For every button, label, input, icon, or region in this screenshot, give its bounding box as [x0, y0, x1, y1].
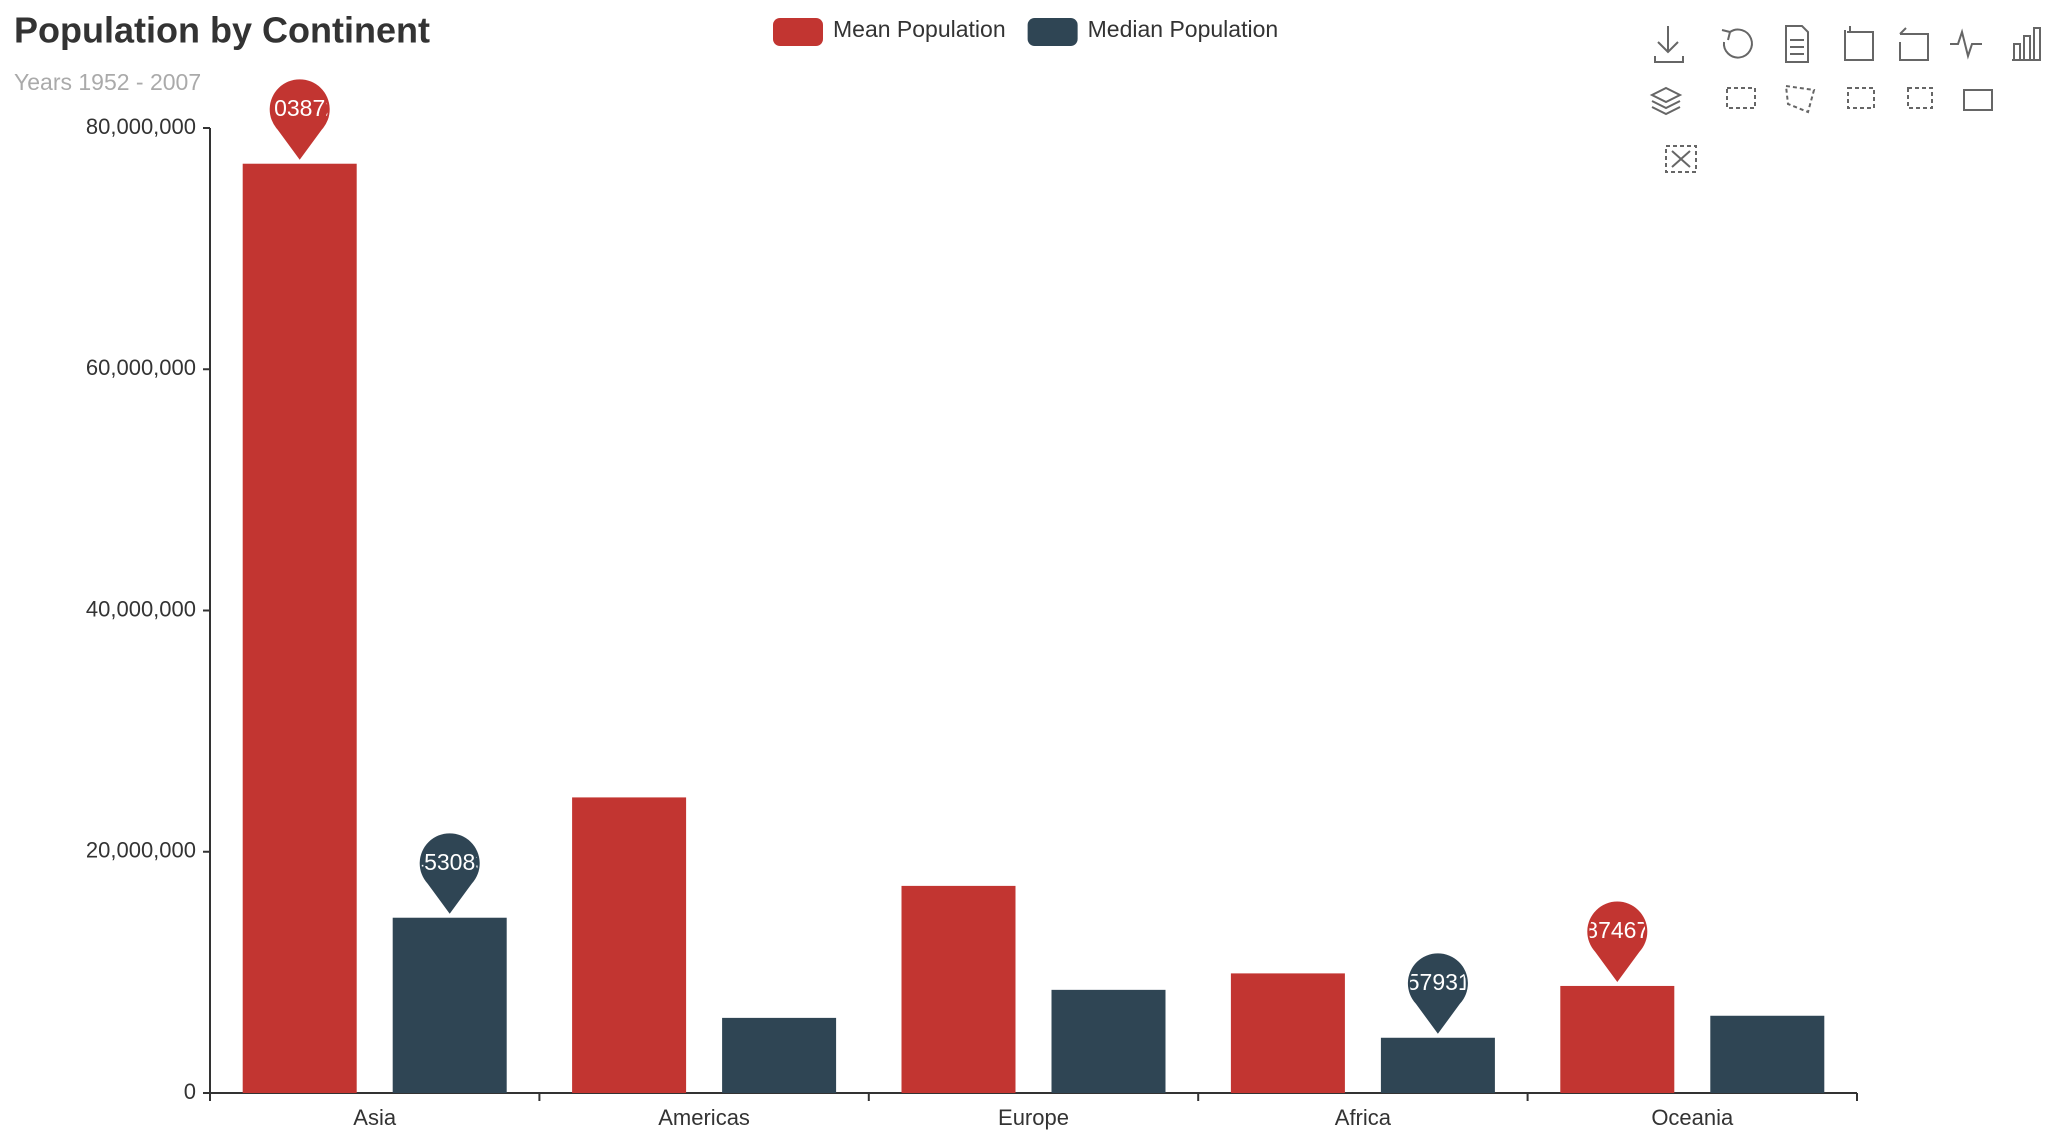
tool-zoom-back[interactable]	[1899, 27, 1929, 61]
bar	[1560, 985, 1675, 1093]
chart-subtitle: Years 1952 - 2007	[14, 69, 201, 95]
y-tick-label: 20,000,000	[86, 838, 196, 863]
x-tick-label: Oceania	[1651, 1105, 1734, 1130]
bar	[1710, 1015, 1825, 1093]
bar	[1230, 973, 1345, 1093]
tool-bar[interactable]	[2012, 27, 2041, 61]
mark-point-label: 14530830	[399, 849, 501, 875]
x-tick-label: Africa	[1335, 1105, 1392, 1130]
bar	[901, 885, 1016, 1093]
x-tick-label: Europe	[998, 1105, 1069, 1130]
bar	[722, 1017, 837, 1093]
mark-point	[419, 833, 480, 914]
tool-stack[interactable]	[1649, 86, 1683, 116]
y-tick-label: 0	[184, 1079, 196, 1104]
legend-label: Mean Population	[833, 16, 1006, 42]
bar	[392, 917, 507, 1093]
tool-restore[interactable]	[1721, 28, 1753, 59]
tool-rect-select[interactable]	[1726, 87, 1756, 109]
y-tick-label: 60,000,000	[86, 355, 196, 380]
y-tick-label: 40,000,000	[86, 596, 196, 621]
mark-point	[269, 79, 330, 160]
legend-swatch	[773, 18, 823, 46]
tool-keep[interactable]	[1847, 87, 1875, 109]
tool-clear[interactable]	[1907, 87, 1933, 109]
toolbox	[1649, 25, 2041, 173]
bar	[242, 163, 357, 1094]
mark-point-label: 77038722	[249, 95, 351, 121]
mark-point	[1587, 901, 1648, 982]
tool-save[interactable]	[1654, 26, 1684, 63]
tool-zoom[interactable]	[1844, 26, 1874, 61]
x-tick-label: Asia	[353, 1105, 397, 1130]
legend-label: Median Population	[1088, 16, 1279, 42]
mark-point	[1407, 953, 1468, 1034]
bar	[572, 797, 687, 1093]
tool-data-view[interactable]	[1785, 25, 1809, 63]
tool-brush[interactable]	[1963, 89, 1993, 111]
legend-swatch	[1027, 18, 1078, 46]
tool-line[interactable]	[1950, 28, 1982, 60]
mark-point-label: 4579311	[1394, 969, 1482, 995]
y-tick-label: 80,000,000	[86, 114, 196, 139]
tool-close[interactable]	[1665, 145, 1697, 173]
bar	[1051, 989, 1166, 1093]
x-tick-label: Americas	[658, 1105, 750, 1130]
chart-title: Population by Continent	[14, 10, 430, 51]
mark-point-label: 8874672	[1573, 917, 1663, 943]
tool-polygon-select[interactable]	[1784, 84, 1816, 114]
bar	[1380, 1037, 1495, 1093]
